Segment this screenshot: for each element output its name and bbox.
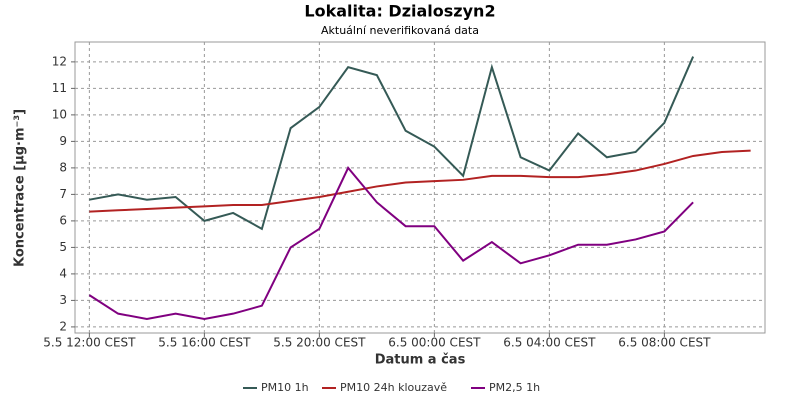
x-tick-label: 5.5 12:00 CEST <box>43 336 136 350</box>
x-tick-label: 6.5 00:00 CEST <box>388 336 481 350</box>
series-line <box>88 166 694 320</box>
y-tick-label: 8 <box>59 160 67 174</box>
plot-area <box>74 41 766 334</box>
x-axis-label: Datum a čas <box>375 353 466 368</box>
x-tick-label: 5.5 20:00 CEST <box>273 336 366 350</box>
x-tick-label: 5.5 16:00 CEST <box>158 336 251 350</box>
y-tick-label: 6 <box>59 213 67 227</box>
y-tick-label: 7 <box>59 187 67 201</box>
y-tick-label: 4 <box>59 266 67 280</box>
series-line <box>89 149 751 213</box>
legend-label: PM10 1h <box>261 381 309 394</box>
y-tick-label: 2 <box>59 319 67 333</box>
y-tick-label: 12 <box>52 54 67 68</box>
y-tick-label: 11 <box>52 81 67 95</box>
chart-title: Lokalita: Dzialoszyn2 <box>304 2 495 21</box>
y-tick-label: 5 <box>59 240 67 254</box>
x-tick-label: 6.5 04:00 CEST <box>503 336 596 350</box>
series-line <box>89 56 695 231</box>
legend-label: PM2,5 1h <box>489 381 540 394</box>
chart-subtitle: Aktuální neverifikovaná data <box>321 24 479 37</box>
y-tick-label: 10 <box>52 107 67 121</box>
x-tick-label: 6.5 08:00 CEST <box>618 336 711 350</box>
y-axis-label: Koncentrace [µg·m⁻³] <box>13 109 28 267</box>
y-tick-label: 9 <box>59 134 67 148</box>
legend-label: PM10 24h klouzavě <box>340 381 447 394</box>
y-tick-label: 3 <box>59 293 67 307</box>
